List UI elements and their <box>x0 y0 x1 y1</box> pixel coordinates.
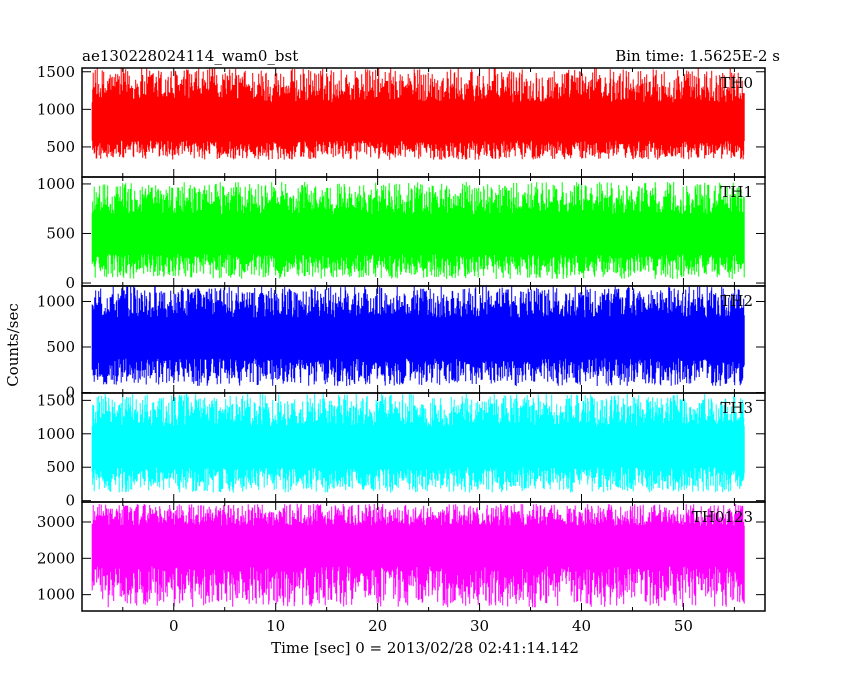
y-tick-label: 500 <box>46 458 75 476</box>
series-th0-trace <box>91 68 745 160</box>
panel-frame <box>81 501 766 612</box>
y-tick-label: 2000 <box>37 549 75 567</box>
bin-time-label: Bin time: 1.5625E-2 s <box>615 47 780 65</box>
y-tick-label: 1000 <box>37 425 75 443</box>
panel-th3: 0 500 1000 1500 TH3 <box>37 391 766 510</box>
y-tick-label: 0 <box>65 384 75 402</box>
panel-label-th1: TH1 <box>720 183 753 201</box>
x-tick-label: 40 <box>572 617 591 635</box>
y-tick-label: 0 <box>65 492 75 510</box>
panels-group: 500 1000 1500 TH0 0 500 1000 TH1 0 500 1000 TH2 0 500… <box>37 63 766 612</box>
series-th3-trace <box>91 393 745 493</box>
y-tick-label: 1000 <box>37 175 75 193</box>
series-th0123-trace <box>91 503 745 608</box>
y-tick-label: 0 <box>65 274 75 292</box>
plot-title: ae130228024114_wam0_bst <box>82 47 298 65</box>
y-tick-label: 1000 <box>37 292 75 310</box>
panel-th1: 0 500 1000 TH1 <box>37 175 766 292</box>
y-tick-label: 500 <box>46 338 75 356</box>
series-th1-trace <box>91 182 745 280</box>
y-tick-label: 1000 <box>37 100 75 118</box>
x-tick-label: 10 <box>266 617 285 635</box>
y-tick-label: 1500 <box>37 63 75 81</box>
y-tick-label: 3000 <box>37 513 75 531</box>
y-axis-label: Counts/sec <box>4 303 22 387</box>
x-axis-label: Time [sec] 0 = 2013/02/28 02:41:14.142 <box>271 639 579 657</box>
panel-label-th2: TH2 <box>720 292 753 310</box>
series-th2-trace <box>91 286 745 386</box>
panel-label-th0123: TH0123 <box>692 508 753 526</box>
y-tick-label: 500 <box>46 138 75 156</box>
panel-label-th3: TH3 <box>720 399 753 417</box>
panel-label-th0: TH0 <box>720 74 753 92</box>
panel-th0123: 1000 2000 3000 TH0123 <box>37 501 766 612</box>
y-tick-label: 1000 <box>37 586 75 604</box>
x-tick-label: 20 <box>368 617 387 635</box>
panel-th0: 500 1000 1500 TH0 <box>37 63 766 178</box>
y-tick-label: 1500 <box>37 391 75 409</box>
x-tick-labels: 0 10 20 30 40 50 <box>169 617 693 635</box>
x-tick-label: 0 <box>169 617 179 635</box>
y-tick-label: 500 <box>46 224 75 242</box>
panel-th2: 0 500 1000 TH2 <box>37 285 766 402</box>
x-tick-label: 30 <box>470 617 489 635</box>
x-tick-label: 50 <box>674 617 693 635</box>
